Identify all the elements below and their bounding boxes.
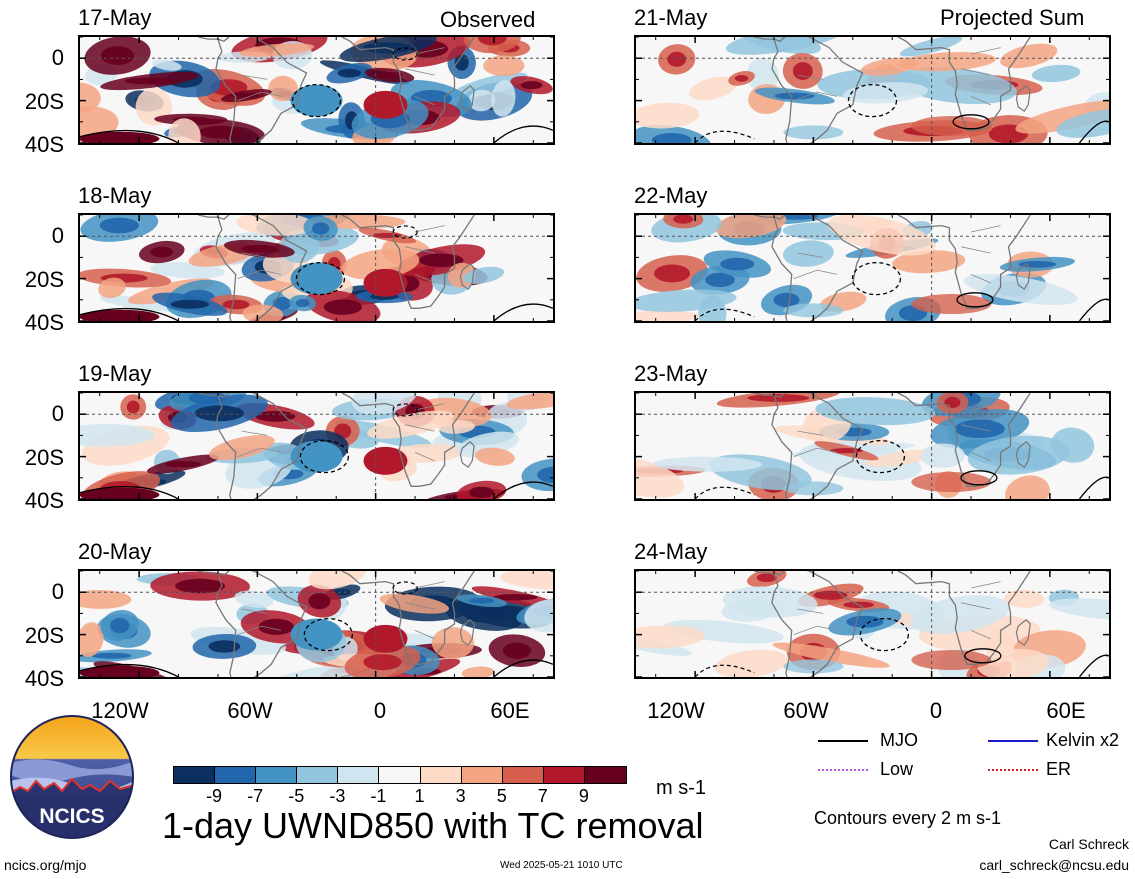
legend-mjo: MJO <box>880 730 918 750</box>
er-line-swatch <box>988 769 1038 771</box>
colorbar-label: 3 <box>455 786 466 806</box>
ytick-40s: 40S <box>24 310 64 335</box>
footer-timestamp: Wed 2025-05-21 1010 UTC <box>500 860 623 871</box>
colorbar-swatch <box>379 766 421 784</box>
ytick-20s: 20S <box>24 89 64 114</box>
ytick-40s: 40S <box>24 488 64 513</box>
colorbar-label: 9 <box>578 786 589 806</box>
colorbar-swatch <box>338 766 380 784</box>
ytick-20s: 20S <box>24 445 64 470</box>
legend-kelvin: Kelvin x2 <box>1046 730 1120 750</box>
xtick-60w-left: 60W <box>227 698 273 723</box>
panel-date-right-2: 22-May <box>634 183 708 208</box>
xtick-60e-left: 60E <box>490 698 530 723</box>
xtick-120w-left: 120W <box>91 698 149 723</box>
xtick-120w-right: 120W <box>647 698 705 723</box>
xtick-60e-right: 60E <box>1046 698 1086 723</box>
panel-date-left-2: 18-May <box>78 183 152 208</box>
xtick-0-left: 0 <box>373 698 387 723</box>
legend-low: Low <box>880 759 914 779</box>
colorbar-swatch <box>461 766 503 784</box>
colorbar-swatch <box>420 766 462 784</box>
contours-note: Contours every 2 m s-1 <box>814 808 1002 828</box>
xtick-0-right: 0 <box>929 698 943 723</box>
panel-date-left-4: 20-May <box>78 539 152 564</box>
map-panel-right-2 <box>634 213 1111 323</box>
ytick-40s: 40S <box>24 132 64 157</box>
colorbar-label: -3 <box>329 786 346 806</box>
map-panel-left-3 <box>78 391 555 501</box>
colorbar-swatch <box>215 766 257 784</box>
colorbar-swatch <box>584 766 626 784</box>
logo-text: NCICS <box>39 805 104 828</box>
ytick-40s: 40S <box>24 666 64 691</box>
colorbar-label: 1 <box>414 786 425 806</box>
map-panel-right-4 <box>634 569 1111 679</box>
ytick-20s: 20S <box>24 267 64 292</box>
colorbar-swatch <box>543 766 585 784</box>
footer-author: Carl Schreck <box>1048 836 1129 852</box>
legend-er: ER <box>1046 759 1072 779</box>
projected-header: Projected Sum <box>940 5 1085 30</box>
colorbar-swatch <box>256 766 298 784</box>
colorbar-label: -1 <box>370 786 387 806</box>
panel-date-left-1: 17-May <box>78 5 152 30</box>
panel-date-right-4: 24-May <box>634 539 708 564</box>
map-panel-left-2 <box>78 213 555 323</box>
colorbar-label: -5 <box>288 786 305 806</box>
colorbar <box>173 766 627 784</box>
low-line-swatch <box>818 769 868 771</box>
map-panel-right-1 <box>634 35 1111 145</box>
panel-date-right-1: 21-May <box>634 5 708 30</box>
panel-date-left-3: 19-May <box>78 361 152 386</box>
colorbar-label: -9 <box>206 786 223 806</box>
ytick-0: 0 <box>51 45 64 70</box>
panel-date-right-3: 23-May <box>634 361 708 386</box>
main-title: 1-day UWND850 with TC removal <box>162 805 704 846</box>
footer-url[interactable]: ncics.org/mjo <box>4 857 87 873</box>
ytick-20s: 20S <box>24 623 64 648</box>
mjo-line-swatch <box>818 740 868 742</box>
map-panel-left-1 <box>78 35 555 145</box>
kelvin-line-swatch <box>988 740 1038 742</box>
colorbar-label: 7 <box>537 786 548 806</box>
colorbar-swatch <box>502 766 544 784</box>
ncics-logo: NCICS <box>10 715 134 839</box>
observed-header: Observed <box>440 7 536 32</box>
xtick-60w-right: 60W <box>783 698 829 723</box>
colorbar-swatch <box>297 766 339 784</box>
ytick-0: 0 <box>51 579 64 604</box>
colorbar-swatch <box>174 766 216 784</box>
map-panel-left-4 <box>78 569 555 679</box>
ytick-0: 0 <box>51 401 64 426</box>
footer-email[interactable]: carl_schreck@ncsu.edu <box>979 857 1129 873</box>
map-panel-right-3 <box>634 391 1111 501</box>
colorbar-unit: m s-1 <box>656 777 706 799</box>
colorbar-label: 5 <box>496 786 507 806</box>
colorbar-label: -7 <box>247 786 264 806</box>
ytick-0: 0 <box>51 223 64 248</box>
